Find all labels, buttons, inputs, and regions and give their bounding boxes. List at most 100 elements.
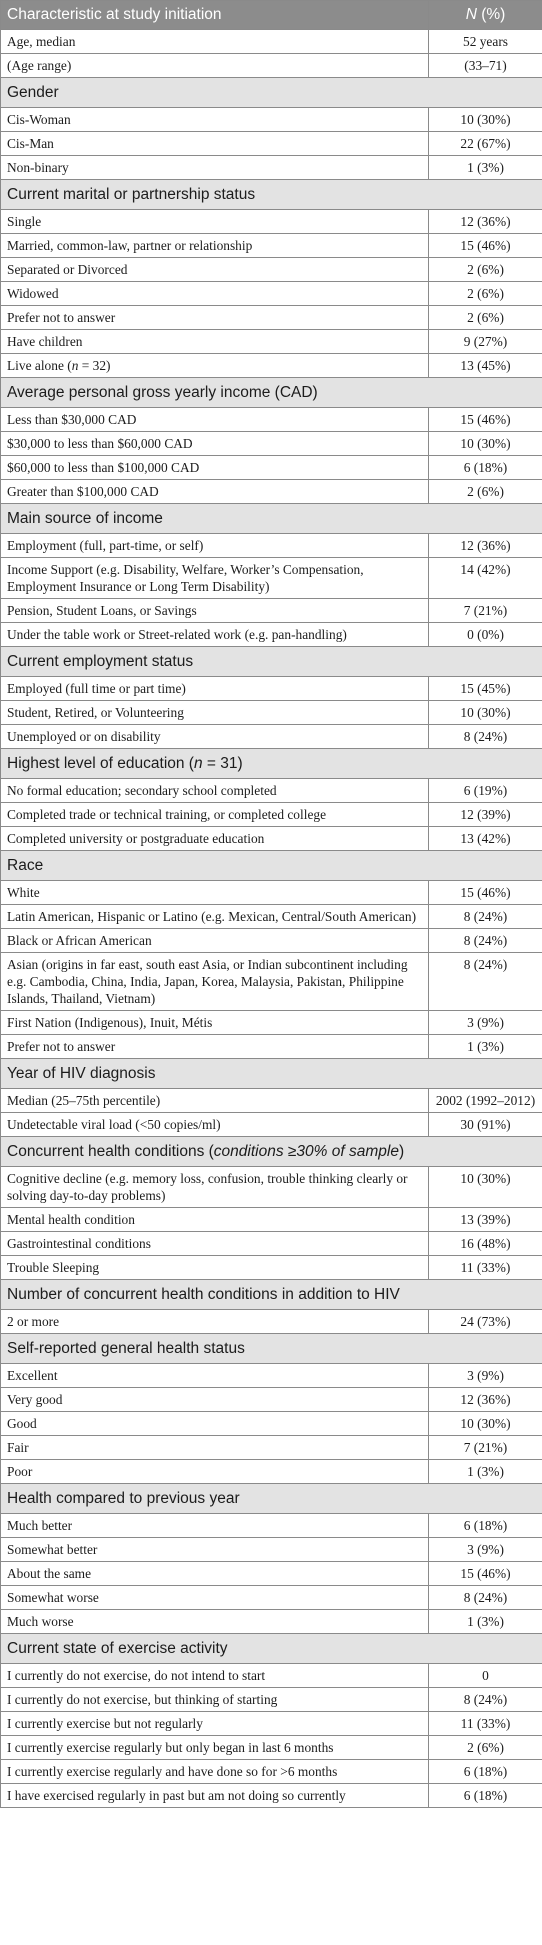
value-cell: 3 (9%) [428, 1537, 542, 1562]
row-label: $60,000 to less than $100,000 CAD [7, 460, 200, 475]
characteristic-cell: Widowed [0, 281, 429, 306]
characteristic-cell: Good [0, 1411, 429, 1436]
section-header-row: Current employment status [0, 646, 542, 677]
characteristic-cell: Undetectable viral load (<50 copies/ml) [0, 1112, 429, 1137]
header-n: N [465, 6, 477, 23]
characteristic-cell: First Nation (Indigenous), Inuit, Métis [0, 1010, 429, 1035]
section-header-row: Current state of exercise activity [0, 1633, 542, 1664]
section-header-cell: Number of concurrent health conditions i… [0, 1279, 542, 1310]
row-label: Poor [7, 1464, 33, 1479]
section-label: Number of concurrent health conditions i… [7, 1286, 400, 1303]
value-cell: 13 (39%) [428, 1207, 542, 1232]
characteristic-cell: Somewhat better [0, 1537, 429, 1562]
row-label: I have exercised regularly in past but a… [7, 1788, 346, 1803]
value-cell: 30 (91%) [428, 1112, 542, 1137]
characteristic-cell: Latin American, Hispanic or Latino (e.g.… [0, 904, 429, 929]
section-label: Race [7, 857, 44, 874]
row-label: Age, median [7, 34, 76, 49]
table-row: $60,000 to less than $100,000 CAD 6 (18%) [0, 455, 542, 480]
table-row: Much worse 1 (3%) [0, 1609, 542, 1634]
table-row: Somewhat worse 8 (24%) [0, 1585, 542, 1610]
value-cell: 2 (6%) [428, 281, 542, 306]
row-label: Good [7, 1416, 37, 1431]
section-label: Current marital or partnership status [7, 186, 256, 203]
characteristic-cell: Unemployed or on disability [0, 724, 429, 749]
table-row: Greater than $100,000 CAD 2 (6%) [0, 479, 542, 504]
table-row: $30,000 to less than $60,000 CAD 10 (30%) [0, 431, 542, 456]
table-row: Gastrointestinal conditions 16 (48%) [0, 1231, 542, 1256]
section-header-row: Current marital or partnership status [0, 179, 542, 210]
value-cell: 10 (30%) [428, 700, 542, 725]
section-header-row: Self-reported general health status [0, 1333, 542, 1364]
table-row: Completed trade or technical training, o… [0, 802, 542, 827]
value-cell: 10 (30%) [428, 1166, 542, 1208]
table-row: Cognitive decline (e.g. memory loss, con… [0, 1166, 542, 1208]
label-suffix: = 32) [78, 358, 111, 373]
characteristic-cell: Asian (origins in far east, south east A… [0, 952, 429, 1011]
row-label: Under the table work or Street-related w… [7, 627, 347, 642]
characteristic-cell: 2 or more [0, 1309, 429, 1334]
section-header-row: Main source of income [0, 503, 542, 534]
row-label: No formal education; secondary school co… [7, 783, 277, 798]
label-suffix: ) [398, 1143, 405, 1160]
section-header-row: Number of concurrent health conditions i… [0, 1279, 542, 1310]
value-cell: 8 (24%) [428, 724, 542, 749]
section-label: Gender [7, 84, 59, 101]
section-header-cell: Concurrent health conditions (conditions… [0, 1136, 542, 1167]
characteristic-cell: Much better [0, 1513, 429, 1538]
row-label: Undetectable viral load (<50 copies/ml) [7, 1117, 221, 1132]
row-label: Median (25–75th percentile) [7, 1093, 161, 1108]
value-cell: 6 (18%) [428, 1783, 542, 1808]
label-italic: n [71, 358, 79, 373]
value-cell: 2 (6%) [428, 479, 542, 504]
section-header-row: Health compared to previous year [0, 1483, 542, 1514]
section-label: Health compared to previous year [7, 1490, 240, 1507]
row-label: Employment (full, part-time, or self) [7, 538, 204, 553]
section-header-row: Average personal gross yearly income (CA… [0, 377, 542, 408]
row-label: Widowed [7, 286, 59, 301]
row-label: Cis-Woman [7, 112, 71, 127]
value-cell: 1 (3%) [428, 155, 542, 180]
section-header-cell: Average personal gross yearly income (CA… [0, 377, 542, 408]
characteristic-cell: Age, median [0, 29, 429, 54]
section-header-cell: Highest level of education (n = 31) [0, 748, 542, 779]
characteristic-cell: Very good [0, 1387, 429, 1412]
characteristic-cell: Mental health condition [0, 1207, 429, 1232]
value-cell: 2002 (1992–2012) [428, 1088, 542, 1113]
value-cell: 3 (9%) [428, 1363, 542, 1388]
table-row: I currently do not exercise, but thinkin… [0, 1687, 542, 1712]
row-label: I currently exercise regularly and have … [7, 1764, 338, 1779]
table-row: Cis-Woman 10 (30%) [0, 107, 542, 132]
characteristic-cell: Gastrointestinal conditions [0, 1231, 429, 1256]
table-row: Under the table work or Street-related w… [0, 622, 542, 647]
row-label: Completed university or postgraduate edu… [7, 831, 265, 846]
table-row: Fair 7 (21%) [0, 1435, 542, 1460]
value-cell: 2 (6%) [428, 305, 542, 330]
section-header-cell: Year of HIV diagnosis [0, 1058, 542, 1089]
value-cell: 6 (18%) [428, 1759, 542, 1784]
value-cell: 1 (3%) [428, 1034, 542, 1059]
label-italic: conditions ≥30% of sample [213, 1143, 399, 1160]
value-cell: 0 (0%) [428, 622, 542, 647]
table-row: Employed (full time or part time) 15 (45%… [0, 676, 542, 701]
table-row: Less than $30,000 CAD 15 (46%) [0, 407, 542, 432]
value-cell: 7 (21%) [428, 598, 542, 623]
characteristic-cell: White [0, 880, 429, 905]
row-label: Gastrointestinal conditions [7, 1236, 151, 1251]
table-row: I currently exercise regularly and have … [0, 1759, 542, 1784]
value-cell: 12 (36%) [428, 533, 542, 558]
row-label: Unemployed or on disability [7, 729, 161, 744]
table-row: Income Support (e.g. Disability, Welfare… [0, 557, 542, 599]
value-cell: 22 (67%) [428, 131, 542, 156]
characteristic-cell: Excellent [0, 1363, 429, 1388]
characteristic-cell: Cis-Woman [0, 107, 429, 132]
value-cell: 1 (3%) [428, 1459, 542, 1484]
characteristic-cell: Cis-Man [0, 131, 429, 156]
characteristic-cell: Cognitive decline (e.g. memory loss, con… [0, 1166, 429, 1208]
row-label: Separated or Divorced [7, 262, 128, 277]
row-label: Pension, Student Loans, or Savings [7, 603, 197, 618]
characteristic-cell: Married, common-law, partner or relation… [0, 233, 429, 258]
value-cell: 6 (18%) [428, 1513, 542, 1538]
characteristic-cell: I currently do not exercise, but thinkin… [0, 1687, 429, 1712]
table-row: I currently do not exercise, do not inte… [0, 1663, 542, 1688]
